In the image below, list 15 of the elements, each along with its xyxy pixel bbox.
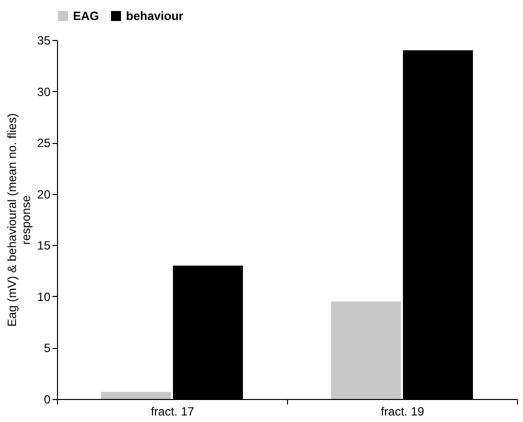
x-tick-label: fract. 19 xyxy=(380,404,424,418)
y-tick-label: 15 xyxy=(37,238,51,253)
y-tick-label: 20 xyxy=(37,187,51,202)
y-axis-title: Eag (mV) & behavioural (mean no. flies) response xyxy=(5,113,34,327)
legend-label: EAG xyxy=(73,9,100,23)
y-tick-label: 0 xyxy=(44,392,51,406)
bar xyxy=(331,302,402,399)
y-tick-label: 5 xyxy=(44,341,51,356)
y-tick-label: 35 xyxy=(37,34,51,48)
y-tick-label: 10 xyxy=(37,290,51,304)
x-tick-label: fract. 17 xyxy=(150,404,194,418)
y-tick-label: 30 xyxy=(37,84,51,99)
bar xyxy=(101,392,172,399)
y-tick-label: 25 xyxy=(37,136,51,150)
legend-label: behaviour xyxy=(126,9,184,23)
